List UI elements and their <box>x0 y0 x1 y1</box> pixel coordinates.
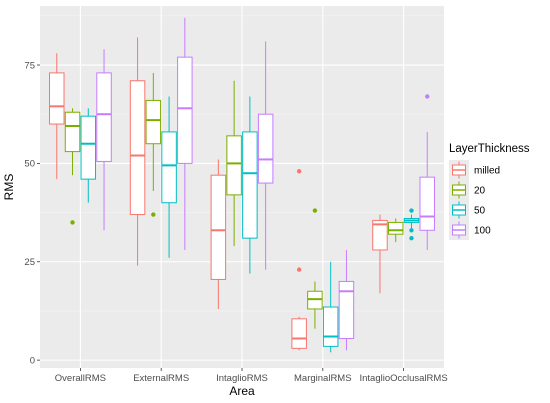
box-milled-IntaglioOcclusalRMS <box>372 214 388 294</box>
box-body <box>210 174 227 280</box>
legend-label: 20 <box>474 186 486 197</box>
box-body <box>129 80 146 216</box>
outlier-point <box>296 267 302 272</box>
box-body <box>387 221 404 235</box>
box-20-IntaglioRMS <box>226 80 242 247</box>
box-100-IntaglioRMS <box>257 41 274 270</box>
y-tick-label: 25 <box>24 257 35 268</box>
legend-label: milled <box>474 166 500 177</box>
box-body <box>64 111 81 153</box>
legend-item-milled: milled <box>449 160 500 180</box>
box-100-IntaglioOcclusalRMS <box>419 94 435 250</box>
y-axis-title: RMS <box>2 174 16 201</box>
box-body <box>322 306 339 347</box>
box-body <box>49 72 65 125</box>
box-100-MarginalRMS <box>338 249 355 351</box>
box-body <box>96 72 112 162</box>
x-tick-label: OverallRMS <box>55 373 106 384</box>
axes: 0 25 50 75 OverallRMS ExternalRMS IntaglioRMS M… <box>24 60 447 384</box>
box-body <box>419 176 435 231</box>
box-groups <box>49 17 435 353</box>
legend-label: 50 <box>474 206 486 217</box>
outlier-point <box>70 220 75 225</box>
x-tick-label: ExternalRMS <box>133 373 189 384</box>
y-tick-label: 0 <box>30 355 35 366</box>
box-body <box>338 280 355 339</box>
outlier-point <box>151 212 156 217</box>
x-tick-label: IntaglioRMS <box>216 373 268 384</box>
box-body <box>372 219 388 251</box>
box-body <box>226 135 242 196</box>
box-milled-MarginalRMS <box>291 169 307 351</box>
box-20-ExternalRMS <box>145 72 162 217</box>
box-50-ExternalRMS <box>161 96 177 258</box>
box-20-IntaglioOcclusalRMS <box>387 218 404 243</box>
outlier-point <box>409 208 414 213</box>
legend: LayerThickness milled 20 50 100 <box>449 143 530 240</box>
box-50-IntaglioRMS <box>242 96 258 274</box>
box-milled-OverallRMS <box>49 53 65 180</box>
box-20-MarginalRMS <box>307 208 323 329</box>
legend-item-100: 100 <box>449 220 491 240</box>
legend-item-50: 50 <box>449 200 486 220</box>
box-50-MarginalRMS <box>322 261 339 353</box>
box-body <box>177 56 193 164</box>
box-100-ExternalRMS <box>177 17 193 250</box>
box-body <box>80 115 97 180</box>
outlier-point <box>409 228 414 233</box>
outlier-point <box>409 235 414 241</box>
x-tick-label: IntaglioOcclusalRMS <box>360 373 448 384</box>
legend-title: LayerThickness <box>449 143 530 155</box>
box-body <box>161 131 177 204</box>
box-body <box>145 99 162 145</box>
x-axis-title: Area <box>229 384 255 398</box>
box-50-OverallRMS <box>80 108 97 203</box>
box-body <box>291 318 307 349</box>
x-tick-label: MarginalRMS <box>294 373 352 384</box>
outlier-point <box>312 208 318 213</box>
box-50-IntaglioOcclusalRMS <box>403 208 420 241</box>
box-20-OverallRMS <box>64 108 81 225</box>
box-body <box>242 131 258 239</box>
box-100-OverallRMS <box>96 49 112 231</box>
legend-item-20: 20 <box>449 180 486 200</box>
box-milled-ExternalRMS <box>129 37 146 266</box>
box-body <box>257 113 274 184</box>
y-tick-label: 75 <box>24 60 35 71</box>
y-tick-label: 50 <box>24 159 35 170</box>
box-milled-IntaglioRMS <box>210 159 227 309</box>
outlier-point <box>425 94 430 99</box>
outlier-point <box>296 169 302 174</box>
legend-label: 100 <box>474 226 491 237</box>
